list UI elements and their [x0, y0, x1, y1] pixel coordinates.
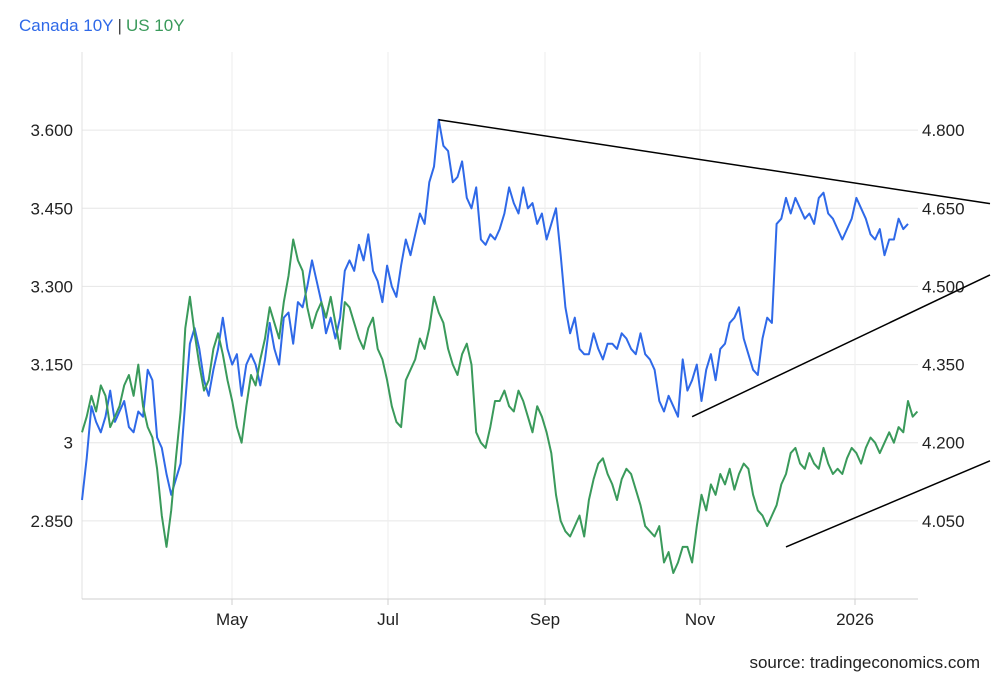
us-10y-series-line[interactable] [81, 238, 919, 574]
right-axis-tick-label: 4.500 [922, 277, 965, 296]
left-axis-tick-label: 2.850 [30, 512, 73, 531]
x-axis-tick-label: Sep [530, 610, 560, 629]
source-credit: source: tradingeconomics.com [749, 653, 980, 672]
right-axis-tick-label: 4.050 [922, 512, 965, 531]
left-axis-tick-label: 3.450 [30, 199, 73, 218]
right-axis-tick-label: 4.350 [922, 356, 965, 375]
canada-resistance-trendline [438, 118, 991, 205]
x-axis-tick-label: May [216, 610, 249, 629]
x-axis-tick-label: Jul [377, 610, 399, 629]
canada-support-trendline [691, 274, 991, 418]
legend-us-10y[interactable]: US 10Y [125, 16, 185, 35]
us-support-trendline [785, 460, 991, 548]
left-axis-tick-label: 3.600 [30, 121, 73, 140]
left-axis-tick-label: 3 [64, 434, 73, 453]
left-axis-tick-label: 3.300 [30, 277, 73, 296]
right-axis-tick-label: 4.200 [922, 434, 965, 453]
left-axis-tick-label: 3.150 [30, 356, 73, 375]
right-axis-tick-label: 4.800 [922, 121, 965, 140]
chart-legend: Canada 10Y | US 10Y [19, 16, 185, 36]
x-axis-tick-label: 2026 [836, 610, 874, 629]
x-axis-tick-label: Nov [685, 610, 716, 629]
legend-canada-10y[interactable]: Canada 10Y [19, 16, 114, 35]
legend-separator: | [117, 16, 122, 35]
right-axis-tick-label: 4.650 [922, 199, 965, 218]
